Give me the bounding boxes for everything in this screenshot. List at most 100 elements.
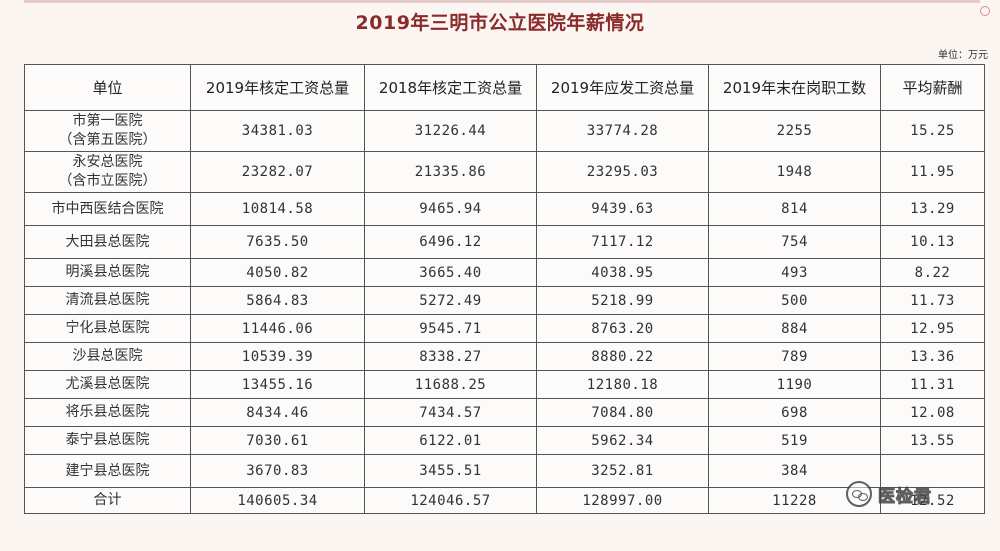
wechat-icon [846,481,872,507]
cell-average-pay: 12.95 [880,314,985,343]
top-divider [24,0,980,3]
cell-staff-count: 1948 [708,151,881,193]
cell-2019-payable: 9439.63 [536,192,709,226]
cell-2018-approved: 21335.86 [364,151,537,193]
cell-average-pay: 15.25 [880,110,985,152]
cell-staff-count: 789 [708,342,881,371]
cell-average-pay: 12.52 [880,487,985,514]
cell-staff-count: 519 [708,426,881,455]
cell-unit-name: 大田县总医院 [24,225,191,259]
cell-2018-approved: 8338.27 [364,342,537,371]
cell-2019-approved: 10814.58 [190,192,365,226]
cell-unit-name: 泰宁县总医院 [24,426,191,455]
column-header-2018-approved-total: 2018年核定工资总量 [364,64,537,111]
table-row: 泰宁县总医院 7030.61 6122.01 5962.34 519 13.55 [24,426,985,455]
cell-2019-approved: 23282.07 [190,151,365,193]
cell-unit-name: 建宁县总医院 [24,454,191,488]
column-header-2019-approved-total: 2019年核定工资总量 [190,64,365,111]
cell-unit-name: 尤溪县总医院 [24,370,191,399]
cell-average-pay: 10.13 [880,225,985,259]
unit-name-line2: （含市立医院） [58,173,157,189]
cell-2019-payable: 23295.03 [536,151,709,193]
cell-2019-payable: 7084.80 [536,398,709,427]
unit-label: 单位：万元 [938,50,988,61]
cell-2019-payable: 8880.22 [536,342,709,371]
cell-2019-payable: 3252.81 [536,454,709,488]
cell-unit-name: 将乐县总医院 [24,398,191,427]
cell-staff-count: 1190 [708,370,881,399]
corner-circle-icon [980,6,990,16]
cell-2019-payable: 5218.99 [536,286,709,315]
cell-staff-count: 884 [708,314,881,343]
cell-2019-payable: 12180.18 [536,370,709,399]
unit-name-line1: 永安总医院 [72,154,143,170]
cell-unit-name: 清流县总医院 [24,286,191,315]
cell-2018-approved: 7434.57 [364,398,537,427]
cell-average-pay [880,454,985,488]
unit-name-line2: （含第五医院） [58,132,157,148]
cell-2018-approved: 31226.44 [364,110,537,152]
cell-2019-payable: 4038.95 [536,258,709,287]
table-row: 市第一医院 （含第五医院） 34381.03 31226.44 33774.28 … [24,110,985,152]
cell-staff-count: 754 [708,225,881,259]
cell-2019-approved: 140605.34 [190,487,365,514]
cell-2018-approved: 124046.57 [364,487,537,514]
cell-2019-approved: 13455.16 [190,370,365,399]
cell-2018-approved: 9545.71 [364,314,537,343]
unit-name-line1: 市第一医院 [72,113,143,129]
cell-2018-approved: 6496.12 [364,225,537,259]
cell-2019-payable: 128997.00 [536,487,709,514]
cell-2019-approved: 34381.03 [190,110,365,152]
cell-2018-approved: 3455.51 [364,454,537,488]
cell-2019-approved: 11446.06 [190,314,365,343]
cell-staff-count: 500 [708,286,881,315]
cell-average-pay: 13.55 [880,426,985,455]
cell-2019-approved: 5864.83 [190,286,365,315]
page-title: 2019年三明市公立医院年薪情况 [355,12,645,34]
table-row: 市中西医结合医院 10814.58 9465.94 9439.63 814 13… [24,192,985,226]
cell-average-pay: 13.36 [880,342,985,371]
table-row: 尤溪县总医院 13455.16 11688.25 12180.18 1190 1… [24,370,985,399]
table-row: 沙县总医院 10539.39 8338.27 8880.22 789 13.36 [24,342,985,371]
cell-unit-name: 市中西医结合医院 [24,192,191,226]
cell-2019-payable: 33774.28 [536,110,709,152]
cell-staff-count: 2255 [708,110,881,152]
table-row: 大田县总医院 7635.50 6496.12 7117.12 754 10.13 [24,225,985,259]
column-header-2019-payable-total: 2019年应发工资总量 [536,64,709,111]
cell-2019-approved: 7635.50 [190,225,365,259]
column-header-2019-staff-count: 2019年末在岗职工数 [708,64,881,111]
cell-2019-payable: 5962.34 [536,426,709,455]
cell-2018-approved: 9465.94 [364,192,537,226]
cell-2019-approved: 7030.61 [190,426,365,455]
cell-2018-approved: 5272.49 [364,286,537,315]
table-row: 永安总医院 （含市立医院） 23282.07 21335.86 23295.03 … [24,151,985,193]
watermark-text: 医检君 [878,486,932,507]
watermark: 医检君 [846,481,932,507]
table-total-row: 合计 140605.34 124046.57 128997.00 11228 1… [24,487,985,514]
cell-2019-approved: 3670.83 [190,454,365,488]
cell-unit-name: 明溪县总医院 [24,258,191,287]
column-header-unit: 单位 [24,64,191,111]
cell-unit-name: 永安总医院 （含市立医院） [24,151,191,193]
cell-average-pay: 12.08 [880,398,985,427]
cell-total-label: 合计 [24,487,191,514]
table-row: 宁化县总医院 11446.06 9545.71 8763.20 884 12.9… [24,314,985,343]
cell-unit-name: 市第一医院 （含第五医院） [24,110,191,152]
table-row: 建宁县总医院 3670.83 3455.51 3252.81 384 [24,454,985,488]
table-header-row: 单位 2019年核定工资总量 2018年核定工资总量 2019年应发工资总量 2… [24,64,985,111]
cell-unit-name: 宁化县总医院 [24,314,191,343]
cell-average-pay: 11.31 [880,370,985,399]
cell-average-pay: 11.95 [880,151,985,193]
cell-unit-name: 沙县总医院 [24,342,191,371]
column-header-average-pay: 平均薪酬 [880,64,985,111]
table-row: 清流县总医院 5864.83 5272.49 5218.99 500 11.73 [24,286,985,315]
table-row: 将乐县总医院 8434.46 7434.57 7084.80 698 12.08 [24,398,985,427]
cell-average-pay: 11.73 [880,286,985,315]
cell-2019-payable: 7117.12 [536,225,709,259]
cell-2019-payable: 8763.20 [536,314,709,343]
cell-average-pay: 13.29 [880,192,985,226]
salary-table: 单位 2019年核定工资总量 2018年核定工资总量 2019年应发工资总量 2… [24,64,985,514]
cell-staff-count: 698 [708,398,881,427]
cell-staff-count: 493 [708,258,881,287]
